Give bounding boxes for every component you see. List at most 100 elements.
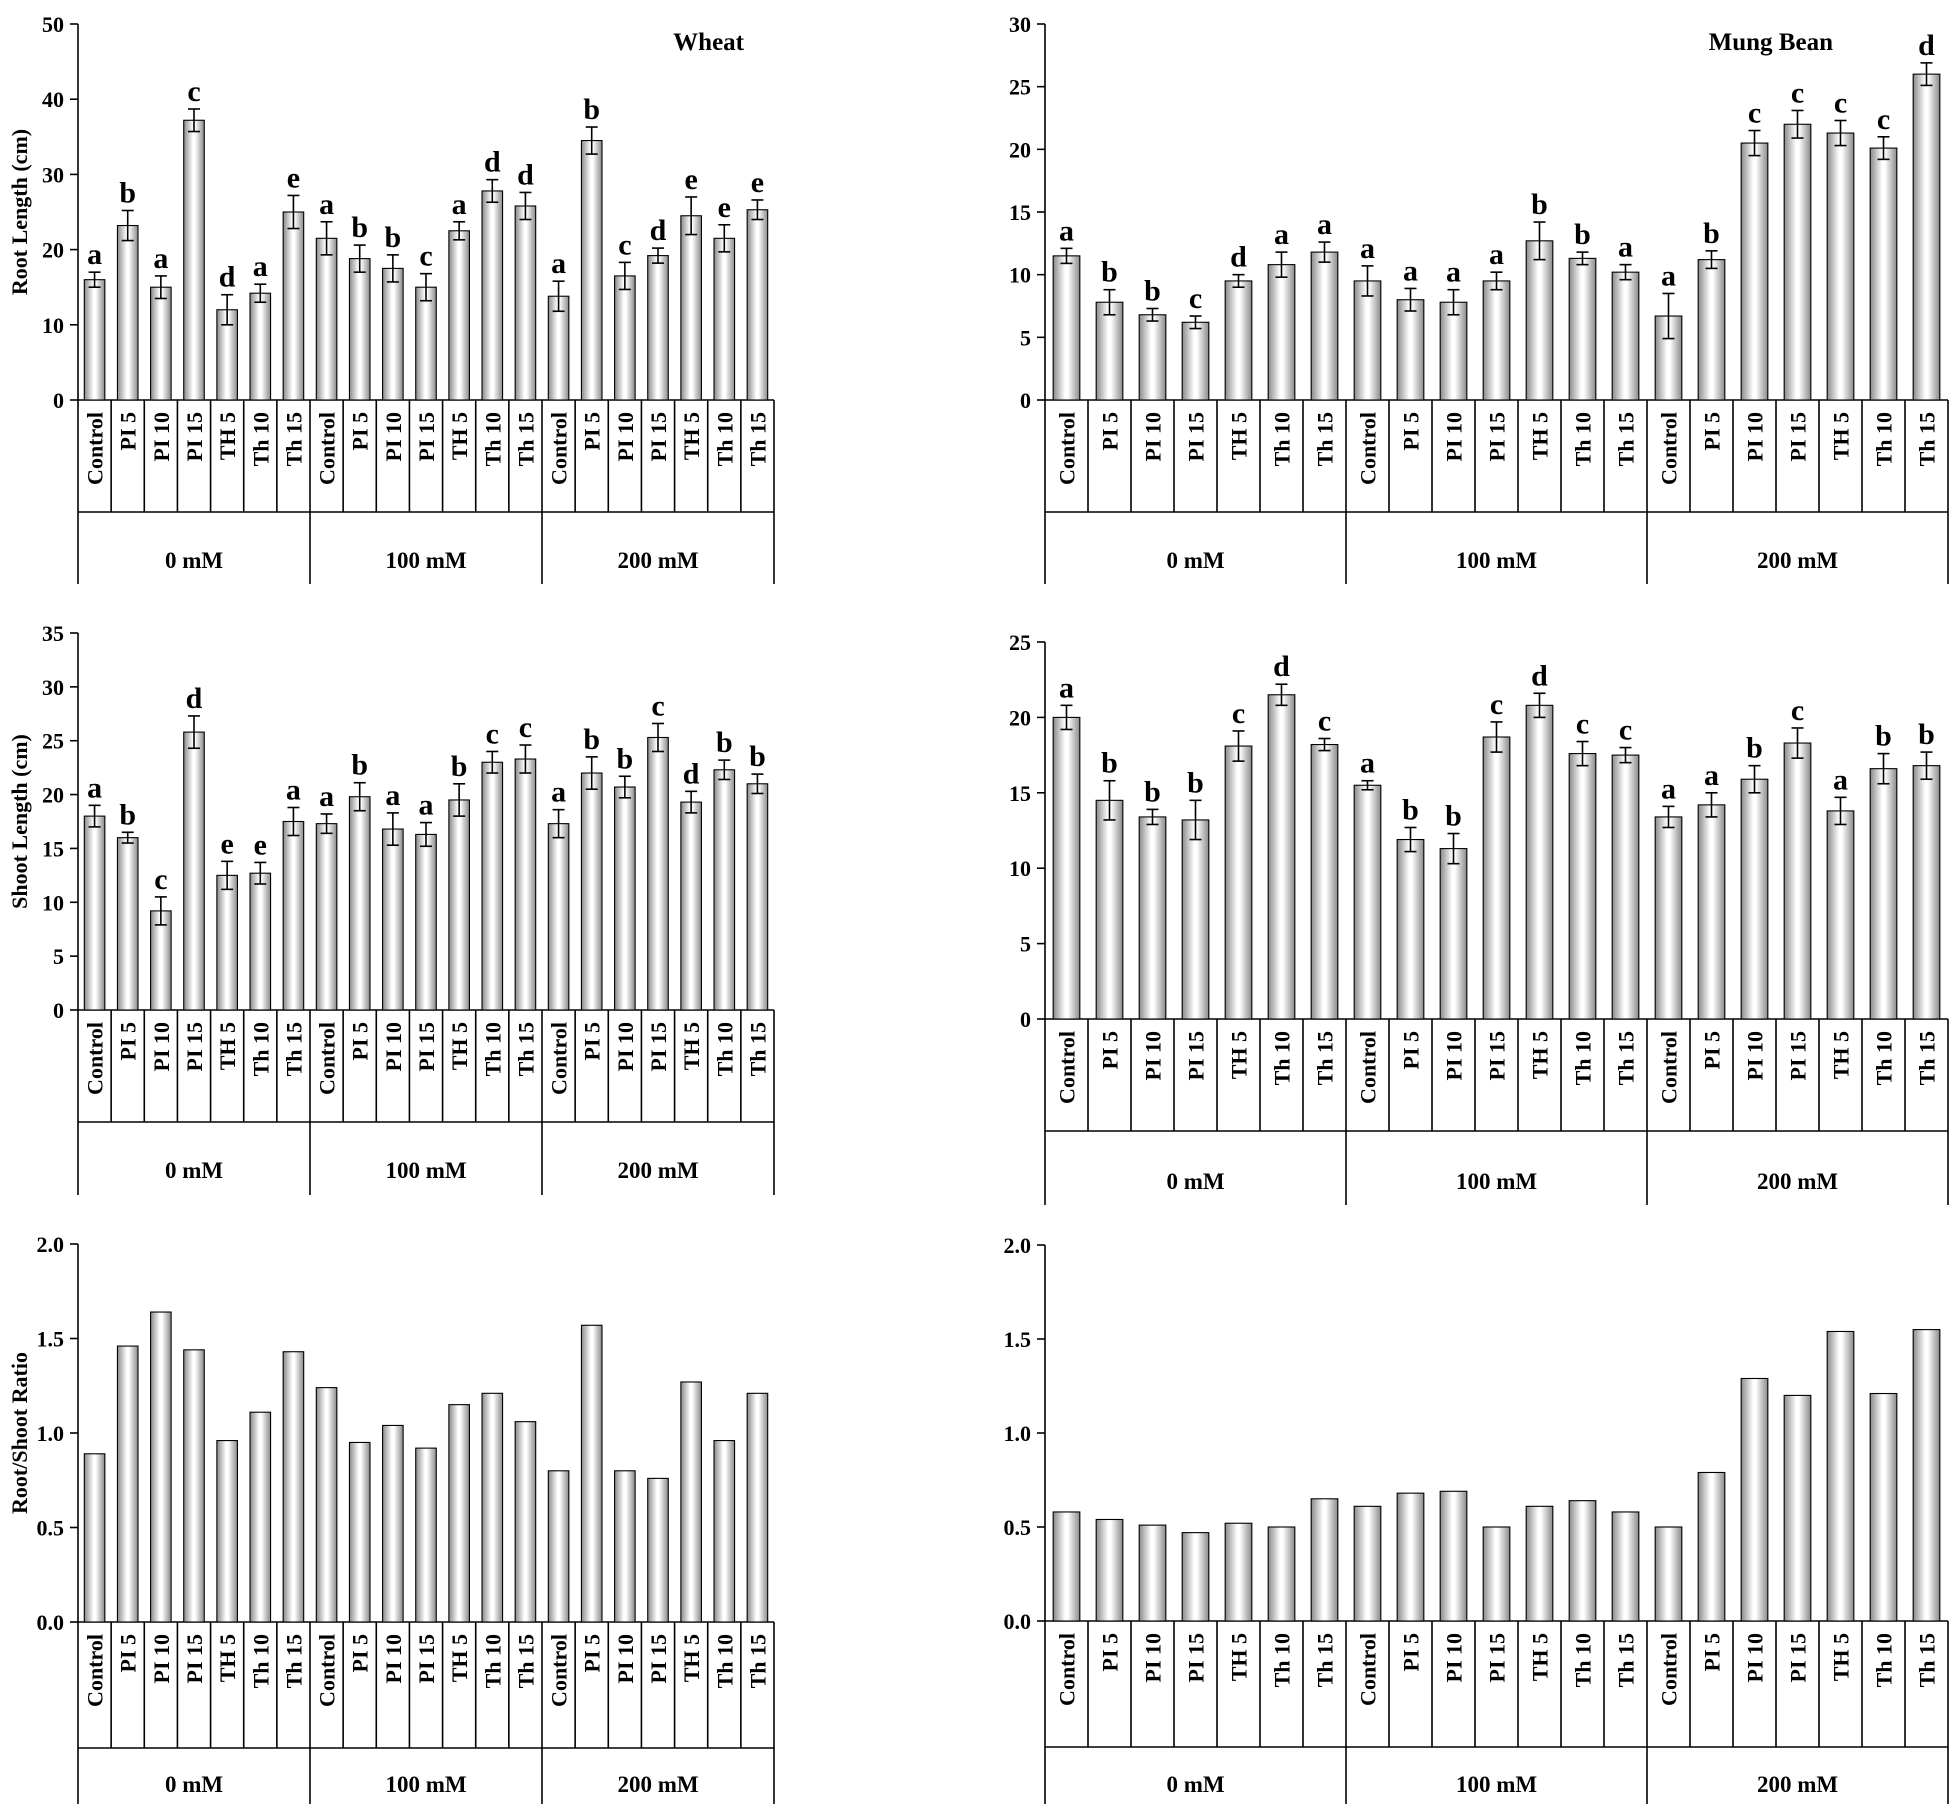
x-tick-label: PI 10 <box>1743 1031 1768 1081</box>
group-label: 100 mM <box>1456 1169 1537 1194</box>
bar <box>83 1453 106 1623</box>
x-tick-label: PI 10 <box>613 1634 638 1684</box>
y-tick-label: 30 <box>42 675 64 700</box>
x-tick-label: Th 15 <box>281 412 306 466</box>
panel-title: Mung Bean <box>1709 29 1833 56</box>
x-tick-label: Th 10 <box>1571 1031 1596 1085</box>
significance-letter: d <box>186 682 203 715</box>
y-tick-label: 0.5 <box>1004 1515 1032 1540</box>
x-tick-label: Th 15 <box>281 1634 306 1688</box>
bar <box>1095 301 1124 401</box>
bar <box>1138 1524 1167 1622</box>
bar <box>1525 240 1554 401</box>
significance-letter: c <box>1318 705 1331 738</box>
significance-letter: a <box>253 250 268 283</box>
y-tick-label: 15 <box>42 836 64 861</box>
significance-letter: a <box>153 242 168 275</box>
significance-letter: a <box>319 188 334 221</box>
bar <box>1310 251 1339 401</box>
x-tick-label: TH 5 <box>447 1022 472 1070</box>
x-tick-label: PI 15 <box>646 1634 671 1684</box>
x-tick-label: Control <box>547 412 572 485</box>
bar <box>614 1470 636 1623</box>
chart-panel-5: 0.0 0.5 1.0 1.5 2.0 Control PI 5 PI 10 PI 15 TH 5… <box>7 1232 775 1804</box>
y-tick-label: 20 <box>42 783 64 808</box>
x-tick-label: TH 5 <box>1227 1633 1252 1681</box>
x-tick-label: PI 15 <box>414 412 439 462</box>
x-tick-label: TH 5 <box>1528 412 1553 460</box>
x-tick-label: Th 10 <box>1872 1633 1897 1687</box>
x-tick-label: PI 10 <box>1442 412 1467 462</box>
bar <box>1525 1505 1554 1622</box>
significance-letter: b <box>1531 188 1548 221</box>
x-tick-label: PI 15 <box>414 1634 439 1684</box>
bar <box>183 119 205 401</box>
bar <box>614 275 636 401</box>
x-tick-label: Th 10 <box>1872 412 1897 466</box>
significance-letter: b <box>1402 793 1419 826</box>
bar <box>1267 694 1296 1020</box>
bar <box>680 801 702 1011</box>
y-tick-label: 35 <box>42 621 64 646</box>
x-tick-label: PI 10 <box>381 1634 406 1684</box>
x-tick-label: Control <box>315 1022 340 1095</box>
y-tick-label: 20 <box>42 238 64 263</box>
bar <box>1912 73 1941 401</box>
group-label: 100 mM <box>1456 1772 1537 1797</box>
bar <box>1052 716 1081 1020</box>
bar <box>1396 838 1425 1020</box>
bar <box>680 1381 702 1623</box>
x-tick-label: PI 5 <box>1098 412 1123 451</box>
chart-panel-1: 0 10 20 30 40 50 a Control b PI 5 a PI 10 c PI 15 d TH … <box>7 12 775 584</box>
x-tick-label: PI 10 <box>1141 412 1166 462</box>
x-tick-label: Th 15 <box>513 412 538 466</box>
x-tick-label: Th 15 <box>1915 1633 1940 1687</box>
x-tick-label: Control <box>1657 1633 1682 1706</box>
bar <box>746 783 769 1011</box>
significance-letter: b <box>1918 718 1935 751</box>
bar <box>1267 264 1296 401</box>
group-label: 200 mM <box>617 1772 698 1797</box>
bar <box>1482 1526 1511 1622</box>
x-tick-label: Th 15 <box>513 1022 538 1076</box>
bar <box>1224 745 1253 1020</box>
x-tick-label: PI 5 <box>116 412 141 451</box>
x-tick-label: Control <box>83 1022 108 1095</box>
y-tick-label: 0 <box>1020 1007 1031 1032</box>
x-tick-label: PI 15 <box>1485 412 1510 462</box>
bar <box>1482 280 1511 401</box>
bar <box>1654 816 1683 1020</box>
x-tick-label: PI 5 <box>580 1022 605 1061</box>
significance-letter: d <box>484 146 501 179</box>
bar <box>315 1387 338 1623</box>
x-tick-label: PI 5 <box>1399 412 1424 451</box>
significance-letter: c <box>618 228 631 261</box>
x-tick-label: PI 10 <box>149 412 174 462</box>
x-tick-label: PI 5 <box>116 1022 141 1061</box>
bar <box>249 1411 272 1623</box>
bar <box>382 828 404 1011</box>
x-tick-label: PI 10 <box>1743 412 1768 462</box>
significance-letter: d <box>1230 241 1247 274</box>
significance-letter: a <box>1059 671 1074 704</box>
bar <box>249 872 272 1011</box>
x-tick-label: Th 15 <box>745 1634 770 1688</box>
x-tick-label: PI 15 <box>646 412 671 462</box>
significance-letter: d <box>1918 29 1935 62</box>
significance-letter: c <box>1232 697 1245 730</box>
x-tick-label: PI 5 <box>1700 1633 1725 1672</box>
y-tick-label: 15 <box>1009 200 1031 225</box>
y-tick-label: 50 <box>42 12 64 37</box>
group-label: 100 mM <box>385 548 466 573</box>
x-tick-label: PI 10 <box>1141 1633 1166 1683</box>
y-tick-label: 0 <box>53 388 64 413</box>
y-tick-label: 5 <box>1020 325 1031 350</box>
bar <box>481 1392 504 1623</box>
y-tick-label: 10 <box>42 313 64 338</box>
y-tick-label: 0.0 <box>37 1610 65 1635</box>
bar <box>1310 1498 1339 1622</box>
x-tick-label: Control <box>547 1634 572 1707</box>
group-label: 0 mM <box>1166 1169 1224 1194</box>
significance-letter: a <box>551 776 566 809</box>
x-tick-label: Th 10 <box>248 412 273 466</box>
